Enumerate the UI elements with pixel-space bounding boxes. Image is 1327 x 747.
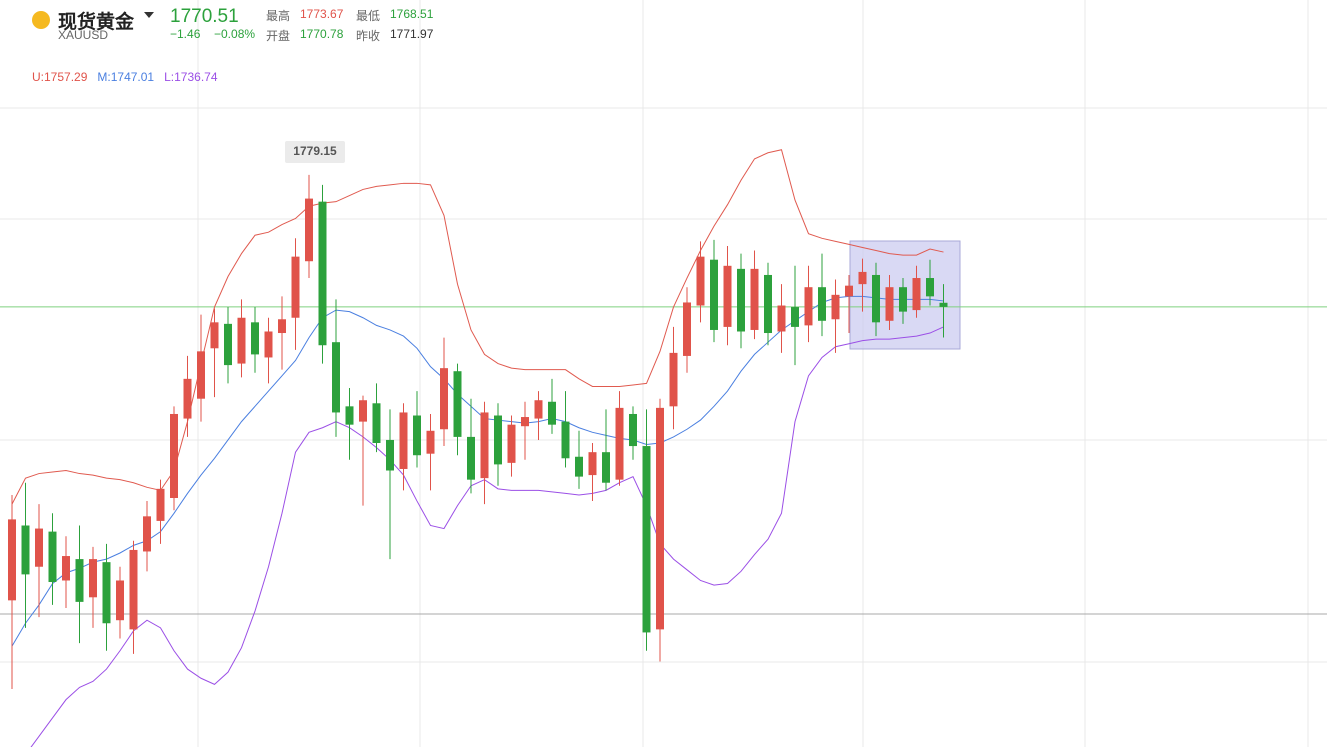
dropdown-arrow[interactable] bbox=[144, 12, 154, 18]
candle-body bbox=[723, 265, 732, 327]
candle-body bbox=[224, 323, 232, 366]
candle-body bbox=[453, 371, 462, 437]
candle-body bbox=[62, 556, 70, 581]
stat-label: 最高 bbox=[266, 9, 291, 23]
candle-body bbox=[885, 287, 894, 321]
candle-body bbox=[845, 285, 853, 297]
symbol: XAUUSD bbox=[58, 28, 109, 42]
candle-body bbox=[156, 488, 165, 521]
candle-body bbox=[548, 401, 556, 425]
band-line bbox=[30, 326, 944, 747]
candle-body bbox=[251, 322, 259, 355]
candle-body bbox=[480, 412, 489, 479]
candle-body bbox=[413, 415, 421, 456]
candle-body bbox=[575, 456, 583, 477]
candle-body bbox=[750, 268, 759, 330]
candle-body bbox=[561, 421, 570, 459]
candle-body bbox=[602, 452, 610, 483]
candle-body bbox=[345, 406, 354, 425]
candle-body bbox=[926, 278, 934, 297]
indicator-label: L:1736.74 bbox=[164, 70, 218, 84]
gold-icon bbox=[32, 11, 50, 29]
candle-body bbox=[332, 342, 340, 413]
candle-body bbox=[804, 287, 813, 326]
candle-body bbox=[291, 256, 300, 318]
candle-body bbox=[210, 322, 219, 349]
candle-body bbox=[75, 559, 84, 602]
candle-body bbox=[318, 201, 327, 346]
candle-body bbox=[494, 415, 502, 465]
candle-body bbox=[696, 256, 705, 306]
candle-body bbox=[35, 528, 43, 567]
candle-body bbox=[588, 452, 597, 476]
candle-body bbox=[858, 271, 867, 285]
stat-label: 昨收 bbox=[356, 29, 381, 43]
candle-body bbox=[359, 400, 367, 422]
candle-body bbox=[197, 351, 205, 399]
change: −1.46 bbox=[170, 27, 201, 41]
indicator-label: M:1747.01 bbox=[97, 70, 155, 84]
candle-body bbox=[89, 559, 97, 598]
candle-body bbox=[102, 562, 111, 624]
high-marker-box bbox=[285, 141, 345, 163]
stat-value: 1770.78 bbox=[300, 27, 344, 41]
stat-label: 最低 bbox=[356, 9, 381, 23]
candle-body bbox=[818, 287, 826, 321]
high-marker: 1779.15 bbox=[293, 144, 337, 158]
candle-body bbox=[399, 412, 408, 469]
change-pct: −0.08% bbox=[214, 27, 256, 41]
candle-body bbox=[710, 259, 718, 330]
candle-body bbox=[642, 446, 651, 633]
title[interactable]: 现货黄金 bbox=[58, 12, 135, 33]
indicator-label: U:1757.29 bbox=[32, 70, 88, 84]
candle-body bbox=[683, 302, 691, 356]
band-line bbox=[11, 295, 944, 647]
candle-body bbox=[8, 519, 16, 601]
candle-body bbox=[278, 319, 286, 334]
candle-body bbox=[21, 525, 30, 575]
candle-body bbox=[777, 305, 786, 332]
candle-body bbox=[656, 407, 664, 630]
candle-body bbox=[507, 424, 516, 463]
band-line bbox=[11, 149, 944, 505]
candle-body bbox=[372, 403, 381, 444]
stat-value: 1771.97 bbox=[390, 27, 434, 41]
candle-body bbox=[183, 378, 192, 419]
candle-body bbox=[831, 294, 840, 320]
candle-body bbox=[899, 287, 907, 312]
candle-body bbox=[170, 413, 178, 498]
candle-body bbox=[872, 274, 880, 323]
stat-value: 1768.51 bbox=[390, 7, 434, 21]
candle-body bbox=[129, 549, 138, 630]
candle-body bbox=[237, 317, 246, 364]
price: 1770.51 bbox=[170, 6, 239, 27]
candle-body bbox=[912, 278, 921, 311]
candle-body bbox=[737, 268, 745, 332]
candle-body bbox=[116, 580, 124, 621]
candle-body bbox=[521, 417, 529, 427]
candle-body bbox=[48, 531, 57, 583]
candle-body bbox=[534, 400, 543, 419]
candle-body bbox=[939, 302, 948, 307]
candle-body bbox=[791, 307, 799, 327]
candle-body bbox=[440, 368, 448, 430]
candle-body bbox=[305, 198, 313, 262]
stat-label: 开盘 bbox=[266, 29, 291, 43]
candle-body bbox=[386, 439, 394, 471]
candle-body bbox=[426, 430, 435, 454]
candle-body bbox=[143, 516, 151, 552]
candle-body bbox=[615, 407, 624, 480]
candle-body bbox=[629, 413, 637, 447]
candle-body bbox=[764, 274, 772, 334]
candle-body bbox=[264, 331, 273, 358]
stat-value: 1773.67 bbox=[300, 7, 344, 21]
candle-body bbox=[669, 352, 678, 407]
candle-body bbox=[467, 436, 475, 480]
